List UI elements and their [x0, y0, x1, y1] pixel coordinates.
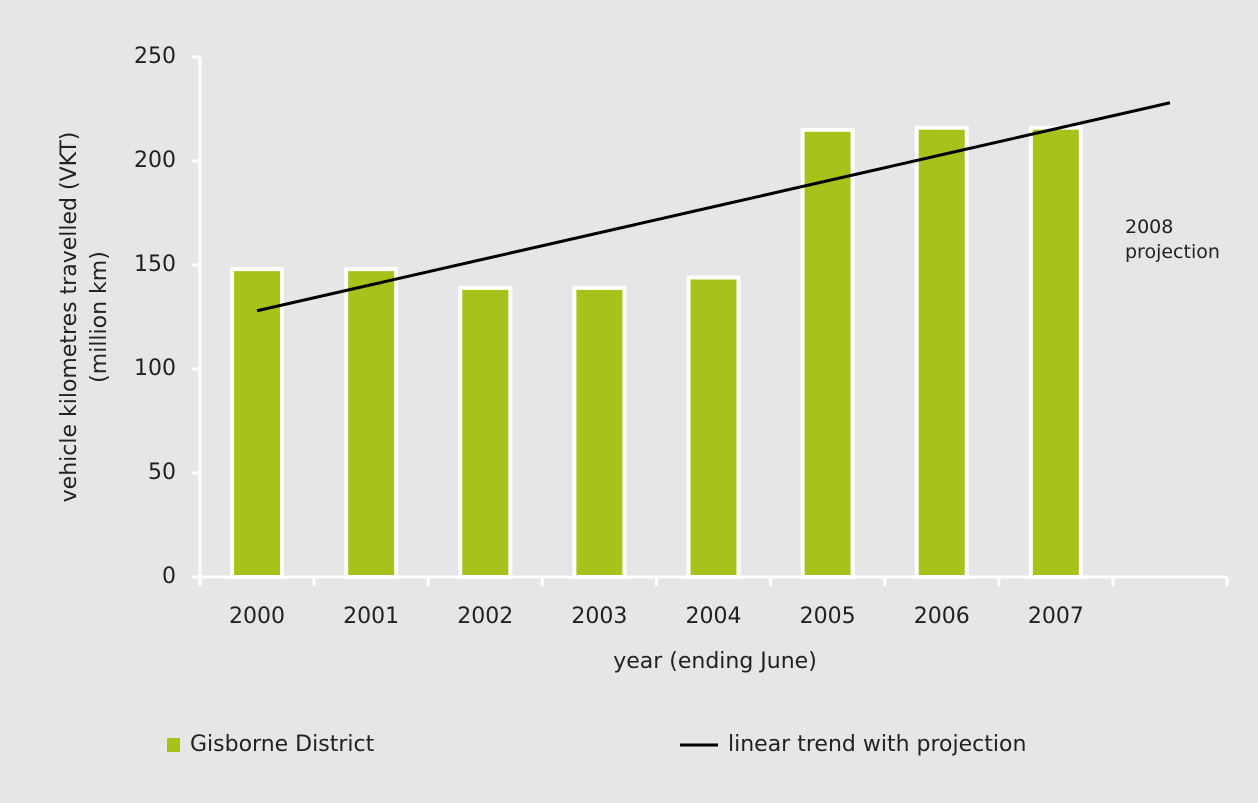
y-tick-label: 100: [134, 356, 176, 381]
y-tick-label: 0: [162, 564, 176, 589]
legend-swatch: [167, 738, 180, 752]
bar: [800, 127, 855, 580]
trend-line: [256, 101, 1171, 313]
x-tick-label: 2005: [800, 604, 856, 629]
y-tick-label: 250: [134, 44, 176, 69]
x-tick-label: 2004: [686, 604, 742, 629]
y-axis-label: vehicle kilometres travelled (VKT) (mill…: [57, 132, 112, 503]
annotation: 2008 projection: [1125, 216, 1220, 263]
x-tick-label: 2003: [571, 604, 627, 629]
y-axis-label-line: vehicle kilometres travelled (VKT): [57, 132, 82, 503]
y-tick-label: 150: [134, 252, 176, 277]
bar: [572, 285, 627, 579]
bar: [230, 267, 285, 579]
x-tick-label: 2001: [343, 604, 399, 629]
y-tick-label: 50: [148, 460, 176, 485]
x-tick-label: 2000: [229, 604, 285, 629]
legend-label: Gisborne District: [190, 732, 375, 757]
bar: [686, 275, 741, 579]
y-tick-label: 200: [134, 148, 176, 173]
bar: [914, 125, 969, 579]
y-axis-label-line: (million km): [87, 251, 112, 383]
bar: [458, 285, 513, 579]
x-tick-label: 2006: [914, 604, 970, 629]
bar: [1028, 125, 1083, 579]
x-axis-label: year (ending June): [613, 649, 817, 674]
legend-label: linear trend with projection: [728, 732, 1026, 757]
bar: [344, 267, 399, 579]
x-tick-label: 2002: [457, 604, 513, 629]
x-tick-label: 2007: [1028, 604, 1084, 629]
